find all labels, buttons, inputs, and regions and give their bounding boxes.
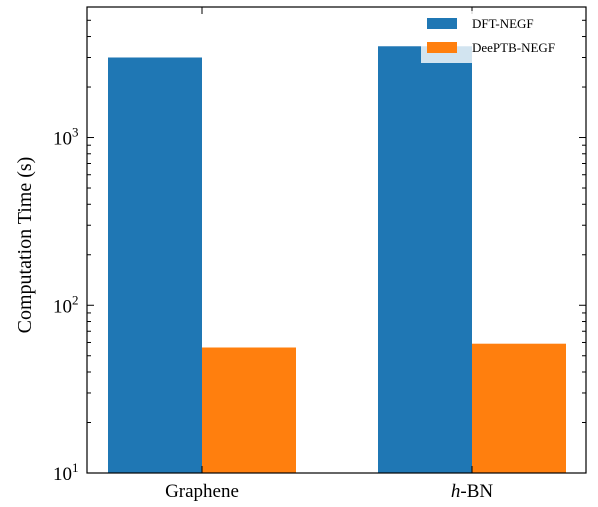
bar-dft-negf-h-bn: [378, 46, 472, 473]
x-tick-labels-group: Graphene h-BN: [165, 481, 493, 502]
legend-swatch: [427, 42, 457, 53]
bar-deeptb-negf-h-bn: [472, 343, 566, 473]
x-tick-label: h-BN: [451, 481, 494, 502]
legend-swatch: [427, 18, 457, 29]
y-tick-labels-group: 101 102 103: [53, 125, 79, 485]
y-tick-label: 101: [53, 460, 79, 485]
x-tick-label: Graphene: [165, 481, 239, 502]
bars-group: [108, 46, 566, 473]
bar-dft-negf-graphene: [108, 57, 202, 473]
y-tick-label: 102: [53, 292, 79, 317]
legend-label: DFT-NEGF: [472, 16, 534, 31]
legend-label: DeePTB-NEGF: [472, 40, 555, 55]
bar-deeptb-negf-graphene: [202, 347, 296, 473]
plot-frame: [86, 6, 587, 474]
legend: DFT-NEGF DeePTB-NEGF: [421, 11, 579, 63]
y-ticks-group: [87, 6, 586, 474]
y-axis-title: Computation Time (s): [14, 157, 36, 334]
y-tick-label: 103: [53, 125, 79, 150]
